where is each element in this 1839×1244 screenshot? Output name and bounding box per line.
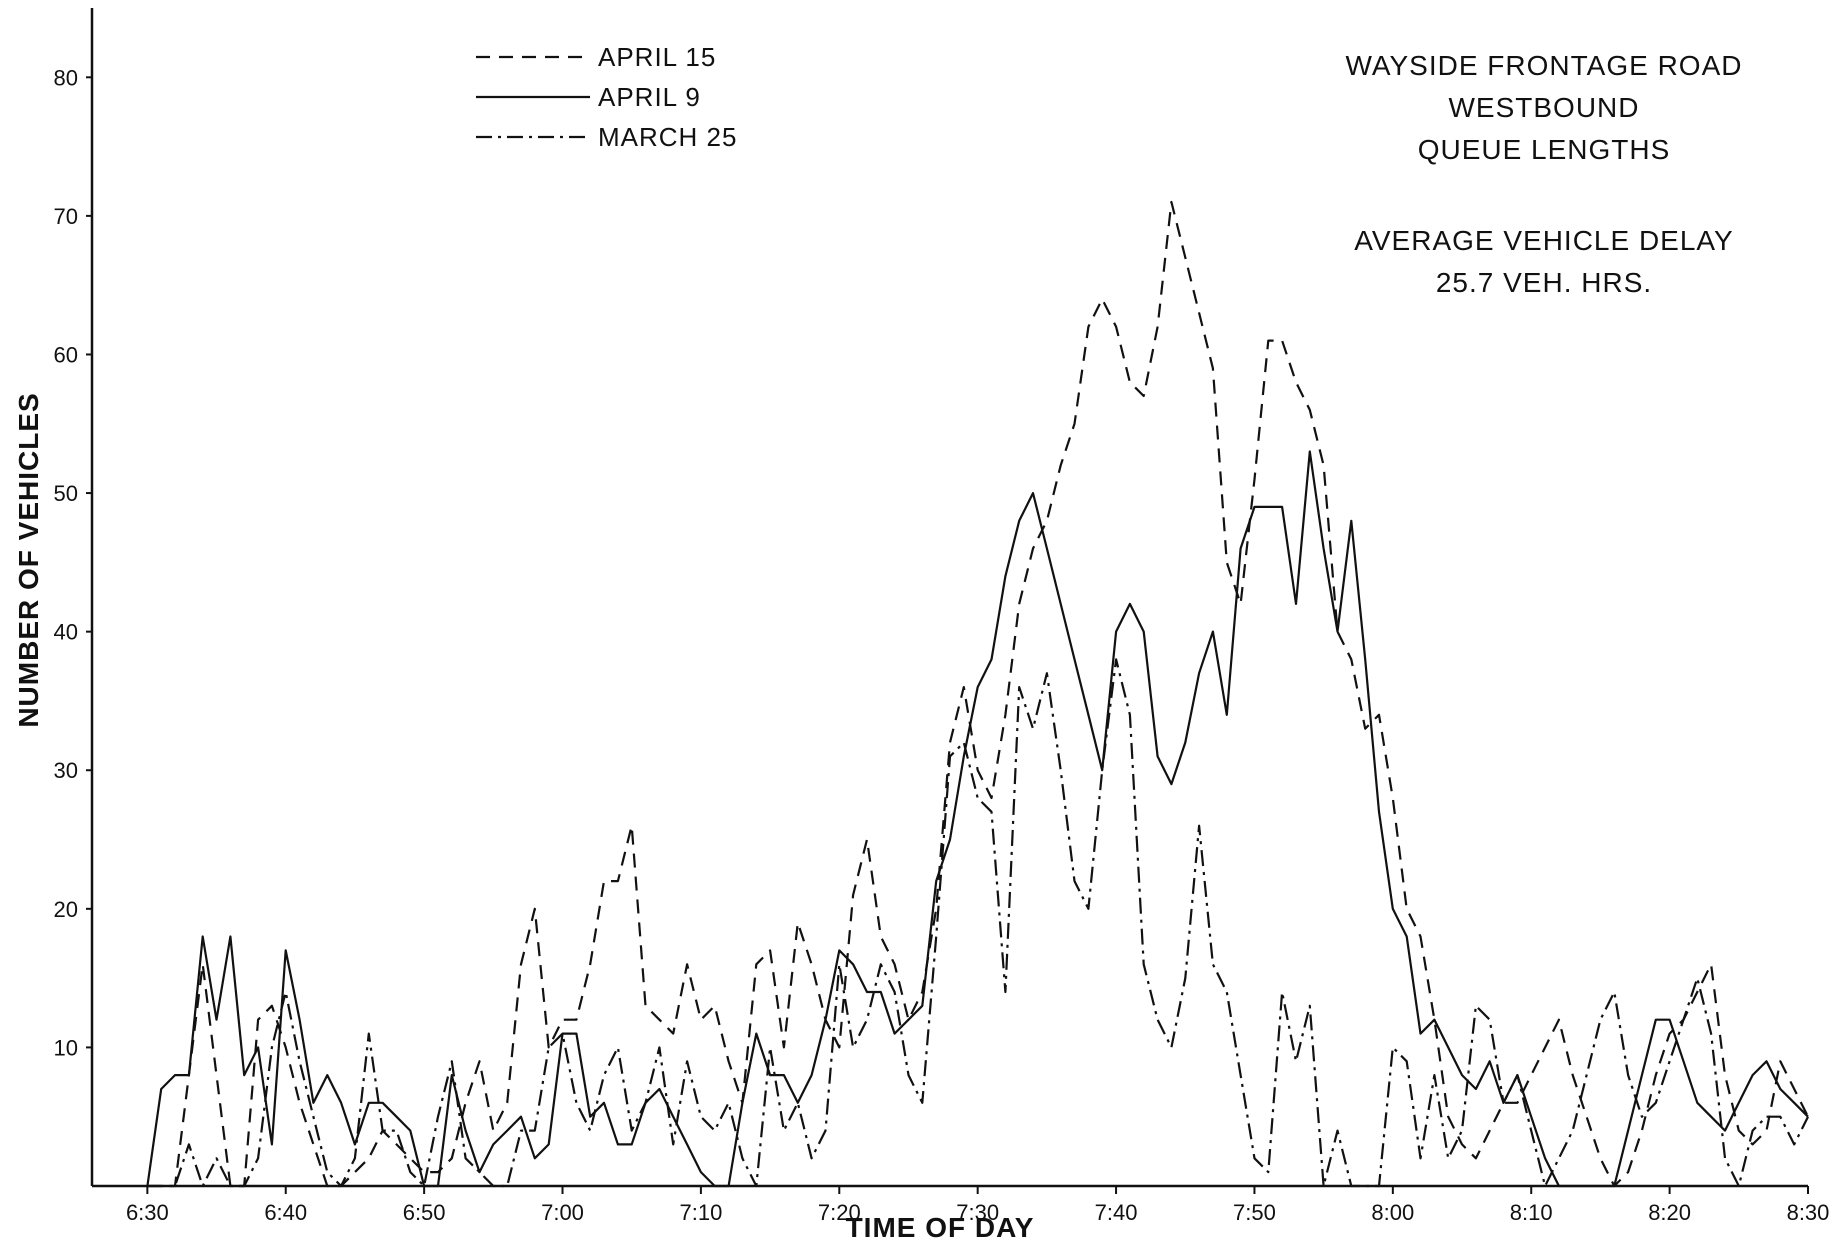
annotation-title-line-2: WESTBOUND <box>1449 92 1640 123</box>
legend-label-april-9: APRIL 9 <box>598 82 701 112</box>
series-line-april-9 <box>146 450 1809 1188</box>
y-tick-label: 50 <box>54 481 78 506</box>
x-tick-label: 6:50 <box>403 1200 446 1225</box>
annotation-title-line-1: WAYSIDE FRONTAGE ROAD <box>1346 50 1743 81</box>
axes <box>90 8 1808 1188</box>
x-tick-label: 8:20 <box>1648 1200 1691 1225</box>
x-tick-label: 7:10 <box>679 1200 722 1225</box>
y-axis-title: NUMBER OF VEHICLES <box>13 392 44 727</box>
legend-label-april-15: APRIL 15 <box>598 42 716 72</box>
x-axis-title: TIME OF DAY <box>846 1212 1035 1243</box>
x-tick-label: 7:00 <box>541 1200 584 1225</box>
x-tick-label: 7:30 <box>956 1200 999 1225</box>
x-tick-label: 8:10 <box>1510 1200 1553 1225</box>
y-tick-label: 10 <box>54 1035 78 1060</box>
y-tick-label: 70 <box>54 204 78 229</box>
legend-label-march-25: MARCH 25 <box>598 122 737 152</box>
x-tick-label: 8:30 <box>1787 1200 1830 1225</box>
y-tick-label: 80 <box>54 65 78 90</box>
x-tick-label: 6:30 <box>126 1200 169 1225</box>
x-tick-label: 7:40 <box>1095 1200 1138 1225</box>
series-line-march-25 <box>147 658 1809 1188</box>
y-tick-label: 30 <box>54 758 78 783</box>
y-tick-label: 60 <box>54 342 78 367</box>
annotation-delay-line-2: 25.7 VEH. HRS. <box>1436 267 1652 298</box>
x-tick-label: 8:00 <box>1371 1200 1414 1225</box>
series-lines <box>146 200 1809 1188</box>
annotation-title-line-3: QUEUE LENGTHS <box>1418 134 1671 165</box>
x-tick-label: 6:40 <box>264 1200 307 1225</box>
legend: APRIL 15 APRIL 9 MARCH 25 <box>476 42 737 152</box>
x-tick-label: 7:50 <box>1233 1200 1276 1225</box>
x-tick-label: 7:20 <box>818 1200 861 1225</box>
ticks: 10 20 30 40 50 60 70 80 6:30 6:40 6:50 7:00 7:10 7:20… <box>54 65 1830 1225</box>
series-line-april-15 <box>147 200 1809 1188</box>
y-tick-label: 20 <box>54 897 78 922</box>
annotation-delay-line-1: AVERAGE VEHICLE DELAY <box>1354 225 1733 256</box>
annotation: WAYSIDE FRONTAGE ROAD WESTBOUND QUEUE LE… <box>1346 50 1743 298</box>
y-tick-label: 40 <box>54 620 78 645</box>
